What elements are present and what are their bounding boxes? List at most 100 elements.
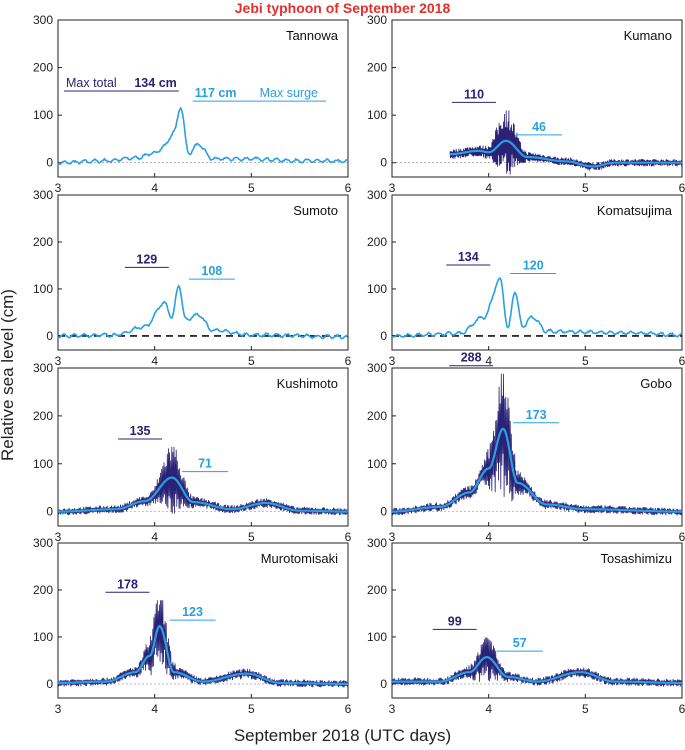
x-tick-label: 5	[248, 354, 255, 368]
max-surge-value: 117 cm	[195, 86, 237, 100]
surge-series-line	[391, 277, 683, 338]
y-tick-label: 100	[33, 282, 53, 296]
x-tick-label: 3	[55, 702, 62, 716]
x-tick-label: 5	[582, 354, 589, 368]
panel-frame	[57, 194, 349, 351]
x-tick-label: 5	[582, 530, 589, 544]
y-tick-label: 200	[33, 583, 53, 597]
station-name: Tannowa	[286, 28, 339, 43]
x-tick-label: 3	[55, 181, 62, 195]
x-tick-label: 3	[389, 354, 396, 368]
y-tick-label: 300	[33, 13, 53, 27]
y-tick-label: 300	[367, 536, 387, 550]
surge-series-line	[392, 655, 682, 685]
x-tick-label: 3	[389, 702, 396, 716]
max-total-value: 129	[136, 252, 157, 266]
max-total-value: 135	[130, 424, 151, 438]
panel-tannowa: 0 100 200 300 3 4 5 6 Max total 134 cm 117 cm Max s…	[33, 13, 352, 195]
x-tick-label: 5	[248, 530, 255, 544]
x-tick-label: 4	[151, 181, 158, 195]
panel-murotomisaki: 0 100 200 300 3 4 5 6 178 123 Murotomisaki	[33, 536, 352, 716]
station-name: Gobo	[640, 376, 672, 391]
panel-kushimoto: 0 100 200 300 3 4 5 6 135 71 Kushimoto	[33, 361, 352, 544]
x-tick-label: 3	[55, 530, 62, 544]
x-tick-label: 6	[679, 530, 685, 544]
x-tick-label: 5	[582, 181, 589, 195]
y-tick-label: 200	[367, 409, 387, 423]
y-tick-label: 300	[33, 536, 53, 550]
max-surge-value: 173	[526, 408, 547, 422]
x-tick-label: 4	[485, 702, 492, 716]
y-tick-label: 300	[33, 188, 53, 202]
y-tick-label: 100	[367, 282, 387, 296]
station-name: Komatsujima	[597, 203, 673, 218]
y-tick-label: 300	[367, 188, 387, 202]
x-axis-label: September 2018 (UTC days)	[233, 726, 452, 745]
y-tick-label: 0	[380, 677, 387, 691]
y-tick-label: 100	[367, 457, 387, 471]
y-tick-label: 200	[33, 409, 53, 423]
y-tick-label: 0	[46, 677, 53, 691]
panel-frame	[391, 367, 683, 527]
total-series-line	[449, 110, 683, 175]
y-tick-label: 300	[367, 361, 387, 375]
panel-komatsujima: 0 100 200 300 3 4 5 6 134 120 Komatsujima	[367, 188, 685, 368]
panel-frame	[391, 542, 683, 699]
panel-frame	[391, 194, 683, 351]
y-tick-label: 0	[46, 156, 53, 170]
x-tick-label: 4	[485, 181, 492, 195]
station-name: Kumano	[624, 28, 672, 43]
x-tick-label: 6	[345, 702, 352, 716]
surge-series-line	[58, 624, 348, 685]
x-tick-label: 4	[485, 354, 492, 368]
y-tick-label: 300	[367, 13, 387, 27]
station-name: Murotomisaki	[261, 551, 338, 566]
y-tick-label: 0	[380, 505, 387, 519]
max-total-value: 288	[461, 351, 482, 365]
x-tick-label: 3	[389, 530, 396, 544]
panel-frame	[57, 367, 349, 527]
y-tick-label: 100	[33, 108, 53, 122]
max-total-label: Max total	[66, 76, 117, 90]
max-surge-value: 46	[532, 120, 546, 134]
x-tick-label: 3	[389, 181, 396, 195]
max-surge-value: 120	[523, 259, 544, 273]
x-tick-label: 5	[248, 702, 255, 716]
x-tick-label: 6	[679, 181, 685, 195]
y-tick-label: 200	[367, 583, 387, 597]
surge-series-line	[57, 106, 349, 166]
max-surge-value: 57	[513, 636, 527, 650]
total-series-line	[57, 600, 349, 688]
y-tick-label: 100	[33, 457, 53, 471]
panel-sumoto: 0 100 200 300 3 4 5 6 129 108 Sumoto	[33, 188, 352, 368]
max-surge-value: 123	[182, 605, 203, 619]
max-total-value: 99	[448, 614, 462, 628]
total-series-line	[391, 373, 683, 516]
panel-frame	[57, 542, 349, 699]
x-tick-label: 5	[582, 702, 589, 716]
surge-series-line	[57, 284, 349, 340]
x-tick-label: 6	[345, 530, 352, 544]
max-surge-value: 71	[198, 457, 212, 471]
x-tick-label: 5	[248, 181, 255, 195]
y-tick-label: 200	[33, 61, 53, 75]
y-tick-label: 200	[367, 235, 387, 249]
panel-frame	[57, 19, 349, 178]
y-tick-label: 200	[33, 235, 53, 249]
x-tick-label: 6	[679, 354, 685, 368]
station-name: Tosashimizu	[600, 551, 672, 566]
y-tick-label: 0	[46, 329, 53, 343]
y-tick-label: 300	[33, 361, 53, 375]
y-tick-label: 100	[367, 630, 387, 644]
x-tick-label: 4	[151, 354, 158, 368]
x-tick-label: 4	[485, 530, 492, 544]
x-tick-label: 4	[151, 530, 158, 544]
x-tick-label: 4	[151, 702, 158, 716]
y-tick-label: 200	[367, 61, 387, 75]
y-tick-label: 100	[33, 630, 53, 644]
surge-series-line	[450, 139, 682, 168]
station-name: Sumoto	[293, 203, 338, 218]
y-tick-label: 0	[46, 505, 53, 519]
